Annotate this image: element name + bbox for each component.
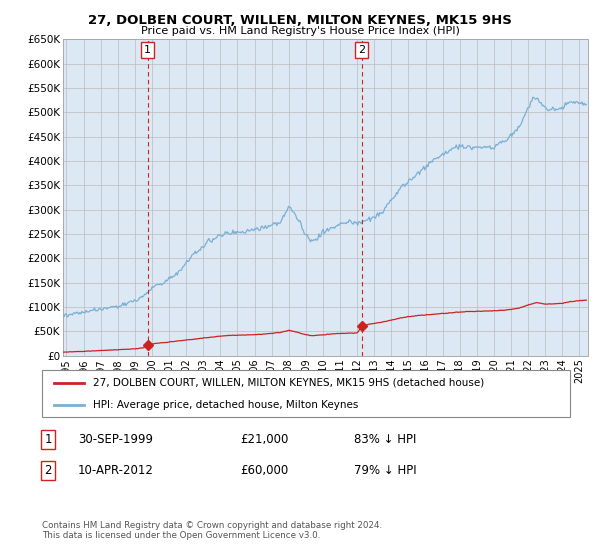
Text: 27, DOLBEN COURT, WILLEN, MILTON KEYNES, MK15 9HS (detached house): 27, DOLBEN COURT, WILLEN, MILTON KEYNES,…	[93, 378, 484, 388]
Text: 10-APR-2012: 10-APR-2012	[78, 464, 154, 477]
Text: 2: 2	[44, 464, 52, 477]
Text: 1: 1	[144, 45, 151, 55]
Text: £21,000: £21,000	[240, 433, 289, 446]
Text: 1: 1	[44, 433, 52, 446]
Text: 83% ↓ HPI: 83% ↓ HPI	[354, 433, 416, 446]
Text: 30-SEP-1999: 30-SEP-1999	[78, 433, 153, 446]
Text: 27, DOLBEN COURT, WILLEN, MILTON KEYNES, MK15 9HS: 27, DOLBEN COURT, WILLEN, MILTON KEYNES,…	[88, 14, 512, 27]
Text: HPI: Average price, detached house, Milton Keynes: HPI: Average price, detached house, Milt…	[93, 400, 358, 410]
Text: Contains HM Land Registry data © Crown copyright and database right 2024.
This d: Contains HM Land Registry data © Crown c…	[42, 521, 382, 540]
Text: 2: 2	[358, 45, 365, 55]
Text: 79% ↓ HPI: 79% ↓ HPI	[354, 464, 416, 477]
Text: Price paid vs. HM Land Registry's House Price Index (HPI): Price paid vs. HM Land Registry's House …	[140, 26, 460, 36]
Text: £60,000: £60,000	[240, 464, 288, 477]
